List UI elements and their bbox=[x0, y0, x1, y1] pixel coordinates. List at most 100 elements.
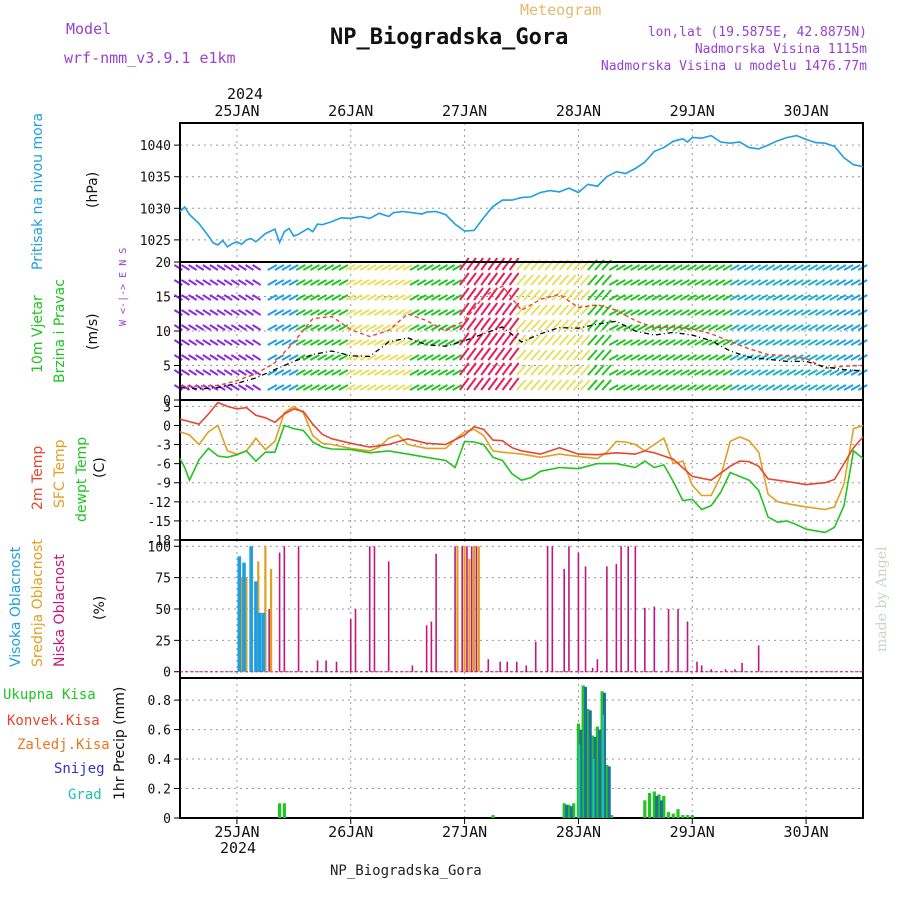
wind-arrow bbox=[423, 369, 434, 376]
wind-arrow bbox=[309, 279, 320, 286]
wind-arrow bbox=[751, 384, 762, 391]
wind-arrow bbox=[373, 279, 384, 286]
wind-arrow bbox=[202, 279, 212, 286]
wind-arrow bbox=[807, 384, 818, 391]
wind-arrow bbox=[252, 339, 262, 346]
date-tick-label-top: 25JAN bbox=[214, 102, 259, 120]
wind-arrow bbox=[765, 264, 776, 271]
wind-arrow bbox=[381, 309, 392, 316]
wind-arrow bbox=[672, 294, 683, 301]
wind-unit: (m/s) bbox=[85, 313, 101, 350]
wind-arrow bbox=[622, 339, 633, 346]
wind-arrow bbox=[622, 324, 633, 331]
wind-arrow bbox=[302, 279, 313, 286]
wind-arrow bbox=[317, 339, 328, 346]
wind-arrow bbox=[722, 294, 733, 301]
wind-arrow bbox=[644, 384, 655, 391]
wind-arrow bbox=[445, 279, 456, 286]
wind-arrow bbox=[822, 279, 833, 286]
date-tick-label-top: 28JAN bbox=[556, 102, 601, 120]
wind-arrow bbox=[807, 309, 818, 316]
wind-arrow bbox=[409, 309, 420, 316]
wind-arrow bbox=[530, 379, 541, 391]
wind-arrow bbox=[807, 339, 818, 346]
wind-arrow bbox=[608, 324, 619, 331]
date-tick-label-top: 30JAN bbox=[784, 102, 829, 120]
wind-arrow bbox=[708, 354, 719, 361]
wind-arrow bbox=[317, 264, 328, 271]
wind-arrow bbox=[430, 309, 441, 316]
wind-arrow bbox=[715, 309, 726, 316]
wind-arrow bbox=[743, 279, 754, 286]
wind-arrow bbox=[516, 289, 527, 301]
wind-arrow bbox=[180, 324, 191, 331]
wind-arrow bbox=[658, 324, 669, 331]
wind-arrow bbox=[565, 379, 577, 391]
wind-arrow bbox=[729, 324, 740, 331]
wind-arrow bbox=[850, 279, 861, 286]
wind-arrow bbox=[551, 349, 563, 361]
wind-arrow bbox=[537, 379, 548, 391]
y-tick-label: -15 bbox=[148, 515, 171, 530]
wind-arrow bbox=[850, 294, 861, 301]
wind-arrow bbox=[202, 294, 212, 301]
wind-arrow bbox=[729, 264, 740, 271]
wind-arrow bbox=[501, 347, 513, 361]
wind-arrow bbox=[751, 294, 762, 301]
wind-arrow bbox=[381, 384, 392, 391]
wind-arrow bbox=[381, 294, 392, 301]
wind-arrow bbox=[244, 294, 255, 301]
wind-arrow bbox=[572, 289, 584, 301]
wind-arrow bbox=[608, 339, 619, 346]
wind-arrow bbox=[523, 334, 534, 346]
wind-arrow bbox=[216, 369, 226, 376]
wind-arrow bbox=[594, 349, 605, 361]
wind-arrow bbox=[836, 384, 847, 391]
wind-arrow bbox=[230, 309, 240, 316]
wind-arrow bbox=[216, 309, 226, 316]
wind-arrow bbox=[630, 339, 641, 346]
wind-arrow bbox=[438, 264, 448, 271]
wind-arrow bbox=[587, 274, 598, 286]
wind-arrow bbox=[331, 354, 342, 361]
wind-arrow bbox=[331, 339, 342, 346]
wind-arrow bbox=[800, 324, 811, 331]
wind-arrow bbox=[822, 294, 833, 301]
wind-arrow bbox=[466, 287, 477, 301]
wind-arrow bbox=[501, 287, 513, 301]
wind-arrow bbox=[288, 264, 299, 271]
wind-arrow bbox=[601, 289, 612, 301]
wind-arrow bbox=[452, 309, 463, 316]
wind-arrow bbox=[359, 369, 370, 376]
cloud-unit: (%) bbox=[92, 596, 108, 620]
wind-arrow bbox=[173, 324, 183, 331]
wind-arrow bbox=[743, 309, 754, 316]
wind-arrow bbox=[473, 287, 484, 301]
wind-arrow bbox=[622, 264, 633, 271]
wind-arrow bbox=[722, 354, 733, 361]
wind-arrow bbox=[807, 279, 818, 286]
wind-arrow bbox=[836, 339, 847, 346]
wind-arrow bbox=[244, 279, 255, 286]
wind-arrow bbox=[779, 384, 790, 391]
date-tick-label-top: 27JAN bbox=[442, 102, 487, 120]
wind-arrow bbox=[274, 264, 285, 271]
wind-arrow bbox=[237, 264, 247, 271]
wind-arrow bbox=[281, 294, 292, 301]
wind-arrow bbox=[209, 294, 219, 301]
wind-arrow bbox=[288, 309, 299, 316]
wind-arrow bbox=[644, 309, 655, 316]
wind-arrow bbox=[807, 354, 818, 361]
y-tick-label: 1040 bbox=[140, 139, 171, 154]
wind-arrow bbox=[537, 274, 548, 286]
wind-arrow bbox=[751, 324, 762, 331]
wind-arrow bbox=[679, 324, 690, 331]
wind-arrow bbox=[815, 369, 826, 376]
wind-arrow bbox=[793, 354, 804, 361]
wind-arrow bbox=[508, 332, 520, 346]
wind-arrow bbox=[309, 339, 320, 346]
wind-arrow bbox=[373, 309, 384, 316]
wind-arrow bbox=[523, 289, 534, 301]
wind-arrow bbox=[708, 294, 719, 301]
wind-arrow bbox=[694, 354, 705, 361]
